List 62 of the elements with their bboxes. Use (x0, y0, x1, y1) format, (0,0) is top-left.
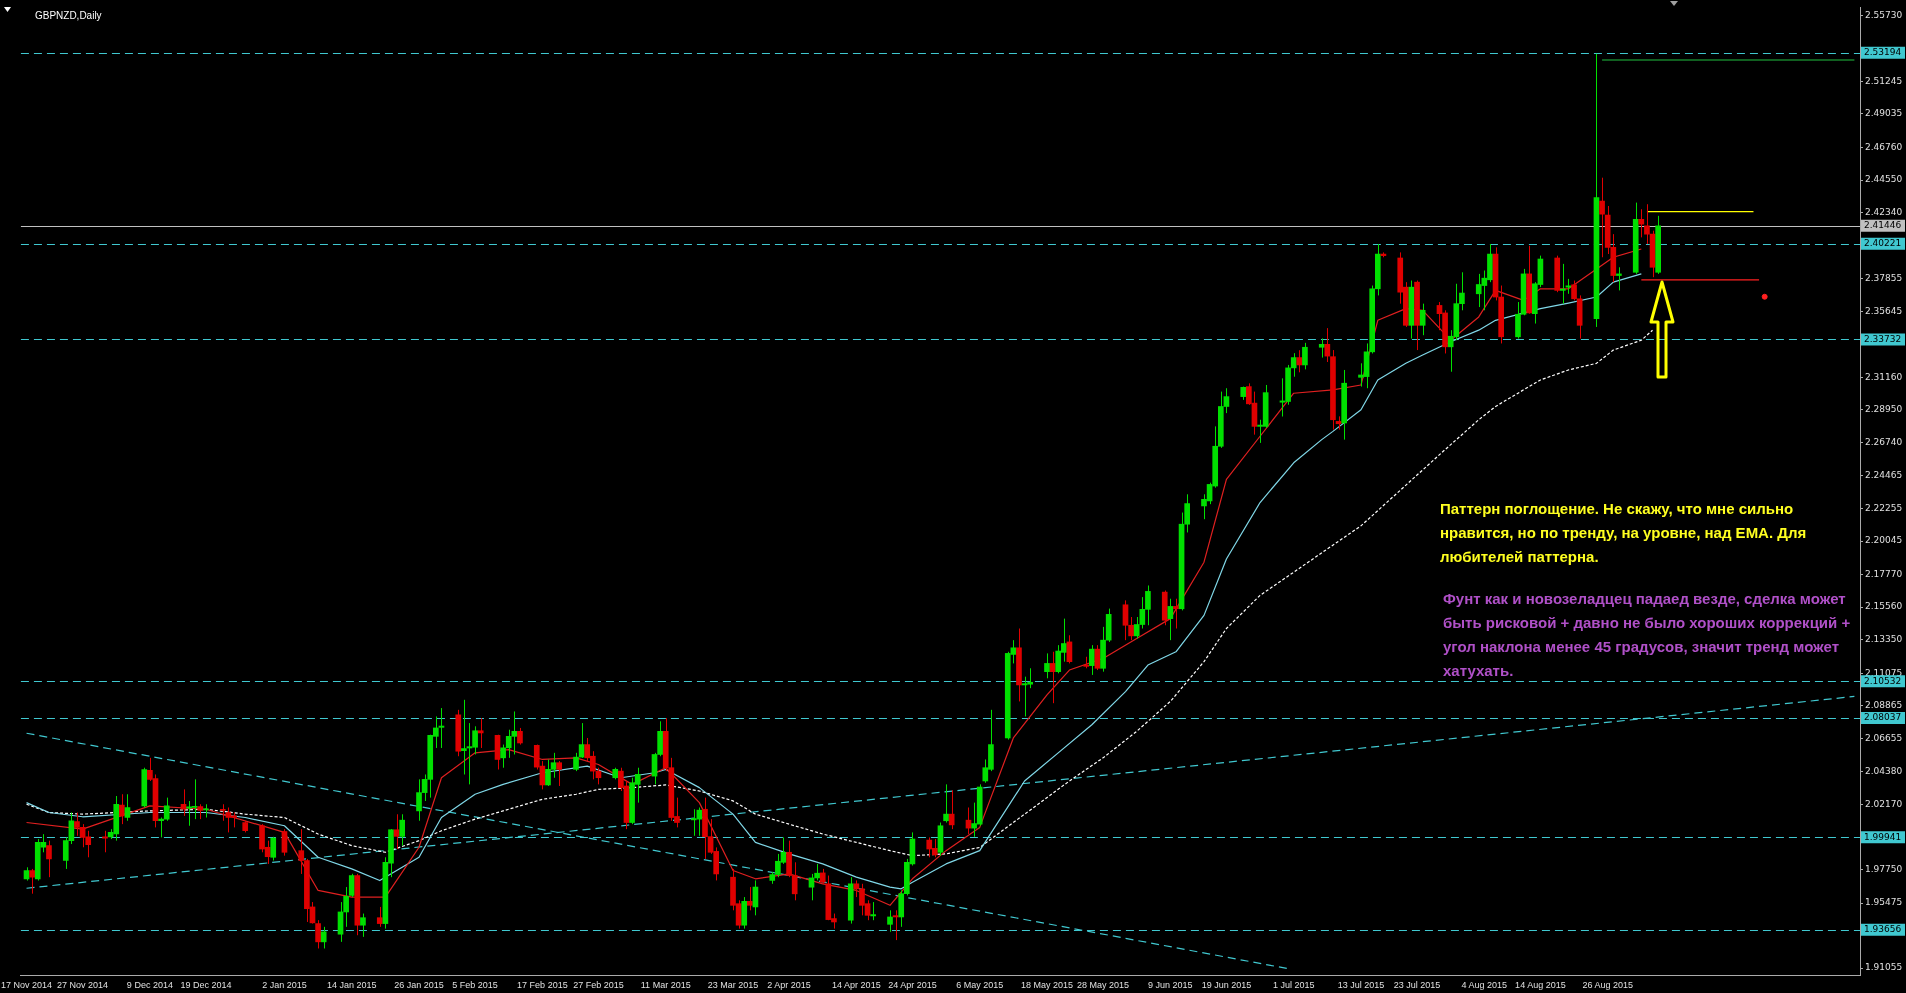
x-tick-label: 6 May 2015 (956, 979, 1004, 990)
x-tick-label: 24 Apr 2015 (888, 979, 937, 990)
ref-line-label: 2.53194 (1864, 47, 1902, 58)
y-tick-label: 2.20045 (1865, 535, 1903, 546)
x-tick-label: 18 May 2015 (1020, 979, 1074, 990)
x-tick-label: 14 Apr 2015 (832, 979, 881, 990)
x-tick-label: 17 Feb 2015 (517, 979, 568, 990)
ref-line-label: 2.10532 (1864, 675, 1902, 686)
annotation: Фунт как и новозеладцец падаед везде, сделка может быть рисковой + давно не было хороших коррекций + угол наклона менее 45 градусов, значит тренд может хатухать. (1443, 589, 1852, 681)
x-tick-label: 28 May 2015 (1077, 979, 1130, 990)
ref-line-label: 1.99941 (1864, 831, 1902, 842)
x-tick-label: 27 Nov 2014 (57, 979, 109, 990)
x-tick-label: 2 Jan 2015 (262, 979, 307, 990)
y-tick-label: 2.13350 (1865, 634, 1903, 645)
x-tick-label: 23 Mar 2015 (707, 979, 759, 990)
y-tick-label: 2.11075 (1865, 667, 1903, 678)
y-tick-label: 2.46760 (1865, 141, 1903, 152)
y-tick-label: 2.24465 (1865, 470, 1903, 481)
x-tick-label: 26 Jan 2015 (394, 979, 444, 990)
x-tick-label: 2 Apr 2015 (767, 979, 811, 990)
x-tick-label: 1 Jul 2015 (1272, 979, 1315, 990)
y-tick-label: 2.42340 (1865, 206, 1903, 217)
ref-line-label: 2.08037 (1864, 712, 1902, 723)
y-tick-label: 2.17770 (1865, 568, 1903, 579)
x-tick-label: 4 Aug 2015 (1461, 979, 1508, 990)
y-tick-label: 2.15560 (1865, 601, 1903, 612)
y-tick-label: 2.55730 (1865, 9, 1903, 20)
x-tick-label: 14 Aug 2015 (1515, 979, 1566, 990)
x-tick-label: 27 Feb 2015 (573, 979, 624, 990)
y-tick-label: 2.02170 (1865, 798, 1903, 809)
y-tick-label: 2.44550 (1865, 174, 1903, 185)
x-tick-label: 19 Dec 2014 (180, 979, 232, 990)
y-tick-label: 2.28950 (1865, 404, 1903, 415)
y-tick-label: 2.31160 (1865, 371, 1903, 382)
x-tick-label: 9 Dec 2014 (126, 979, 173, 990)
x-tick-label: 9 Jun 2015 (1148, 979, 1193, 990)
x-tick-label: 14 Jan 2015 (326, 979, 377, 990)
ref-line-label: 2.41446 (1864, 220, 1902, 231)
y-tick-label: 2.06655 (1865, 732, 1903, 743)
x-tick-label: 5 Feb 2015 (452, 979, 498, 990)
y-tick-label: 2.04380 (1865, 766, 1903, 777)
y-tick-label: 1.97750 (1865, 863, 1903, 874)
y-tick-label: 2.51245 (1865, 75, 1903, 86)
y-tick-label: 2.22255 (1865, 502, 1903, 513)
chart-title: GBPNZD,Daily (34, 10, 102, 22)
y-tick-label: 2.08865 (1865, 700, 1903, 711)
x-tick-label: 13 Jul 2015 (1337, 979, 1385, 990)
y-tick-label: 2.35645 (1865, 305, 1903, 316)
x-tick-label: 11 Mar 2015 (640, 979, 691, 990)
ref-line-label: 2.40221 (1864, 238, 1902, 249)
y-tick-label: 1.95475 (1865, 897, 1903, 908)
x-tick-label: 26 Aug 2015 (1582, 979, 1633, 990)
x-tick-label: 17 Nov 2014 (1, 979, 53, 990)
annotation: Паттерн поглощение. Не скажу, что мне сильно нравится, но по тренду, на уровне, над ЕМА. Для любителей паттерна. (1440, 499, 1808, 567)
y-tick-label: 1.91055 (1865, 962, 1903, 973)
x-tick-label: 23 Jul 2015 (1393, 979, 1441, 990)
ref-line-label: 1.93656 (1864, 924, 1902, 935)
x-tick-label: 19 Jun 2015 (1201, 979, 1252, 990)
y-tick-label: 2.49035 (1865, 108, 1903, 119)
y-tick-label: 2.37855 (1865, 273, 1903, 284)
y-tick-label: 2.26740 (1865, 436, 1903, 447)
ref-line-label: 2.33732 (1864, 333, 1902, 344)
